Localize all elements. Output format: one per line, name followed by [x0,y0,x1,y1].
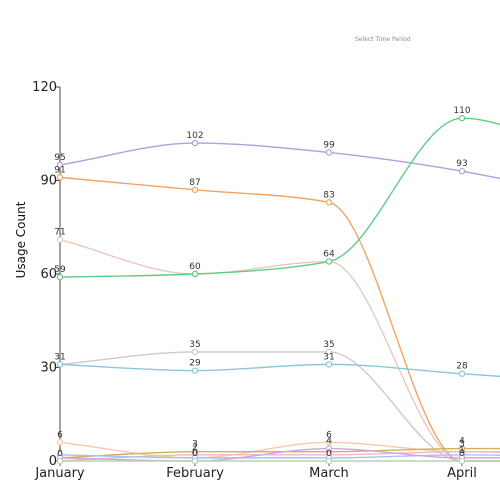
data-value-label: 110 [453,106,470,116]
data-point[interactable] [191,457,199,465]
data-point[interactable] [56,361,64,368]
data-point[interactable] [325,445,333,452]
data-point[interactable] [325,439,333,446]
data-point[interactable] [325,361,333,368]
data-value-label: 4 [326,437,332,447]
y-tick-label: 90 [40,174,57,189]
data-value-label: 28 [456,362,468,372]
data-point[interactable] [325,348,333,356]
data-point[interactable] [56,174,64,181]
series-line-3[interactable] [59,117,500,278]
data-point[interactable] [56,161,64,169]
data-value-label: 71 [54,228,65,238]
series-layer [59,117,500,462]
data-point[interactable] [325,149,333,156]
y-axis-title: Usage Count [14,201,28,278]
y-tick-label: 120 [32,80,57,95]
data-value-label: 0 [192,449,198,459]
data-value-label: 2 [192,443,198,453]
series-line-5[interactable] [59,363,500,383]
data-point[interactable] [458,114,466,122]
data-value-label: 0 [192,449,198,459]
data-point[interactable] [56,439,64,446]
data-value-label: 3 [459,440,465,450]
data-value-label: 4 [459,437,465,447]
data-value-label: 0 [459,449,465,459]
data-point[interactable] [325,199,333,206]
data-value-label: 0 [57,449,63,459]
x-tick-label: January [34,466,85,481]
data-point[interactable] [458,457,466,465]
data-value-label: 102 [186,131,203,141]
data-value-label: 60 [189,262,201,272]
series-line-0[interactable] [59,142,500,199]
data-point[interactable] [325,457,333,465]
data-value-label: 95 [54,153,65,163]
data-value-label: 83 [323,190,334,200]
series-line-1[interactable] [59,176,500,462]
x-tick-label: February [166,466,224,481]
data-value-label: 35 [189,340,200,350]
data-value-label: 6 [326,430,332,440]
data-point[interactable] [191,139,199,147]
data-value-label: 99 [323,140,335,150]
data-point[interactable] [191,186,199,194]
data-value-label: 31 [54,352,65,362]
points-layer [56,114,466,465]
data-value-label: 1 [459,446,465,456]
data-point[interactable] [191,367,199,374]
data-value-label: 35 [323,340,334,350]
data-value-label: 0 [326,449,332,459]
data-point[interactable] [325,258,333,265]
select-time-period-label[interactable]: Select Time Period [355,36,411,43]
data-value-label: 59 [54,265,66,275]
data-value-label: 31 [323,352,334,362]
y-tick-label: 0 [49,454,57,469]
data-point[interactable] [458,167,466,175]
data-value-label: 93 [456,159,467,169]
data-point[interactable] [191,348,199,356]
data-point[interactable] [458,370,466,377]
data-value-label: 91 [54,165,65,175]
data-point[interactable] [56,236,64,243]
data-value-label: 29 [189,359,201,369]
data-value-label: 64 [323,250,335,260]
x-tick-label: April [447,466,477,481]
y-tick-label: 30 [40,361,57,376]
data-point[interactable] [191,270,199,278]
data-point[interactable] [56,457,64,465]
data-value-label: 6 [57,430,63,440]
data-value-label: 87 [189,178,200,188]
data-value-label: 3 [192,440,198,450]
series-line-2[interactable] [59,239,500,462]
data-point[interactable] [56,273,64,281]
y-tick-label: 60 [40,267,57,282]
chart-axes: 0306090120JanuaryFebruaryMarchAprilMay [32,80,500,481]
x-tick-label: March [309,466,349,481]
